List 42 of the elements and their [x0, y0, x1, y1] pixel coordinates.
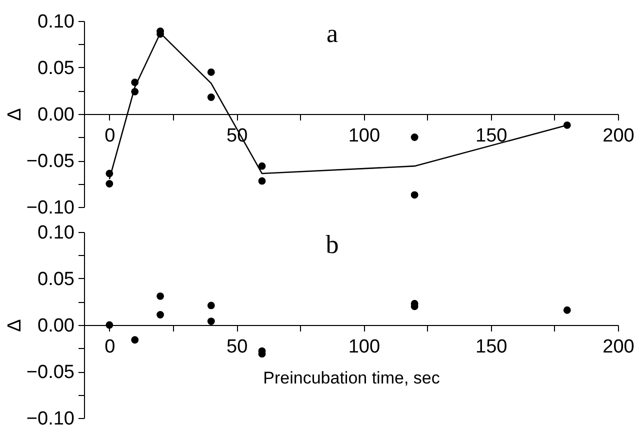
point: [258, 177, 266, 185]
y-tick-label: 0.10: [38, 222, 74, 244]
x-tick-label: 0: [104, 126, 116, 146]
point: [207, 302, 215, 310]
y-tick-label: 0.10: [38, 12, 74, 32]
chart-title: a: [326, 19, 339, 48]
y-tick-label: −0.05: [26, 362, 74, 383]
y-tick-label: 0.00: [38, 104, 74, 126]
point: [106, 180, 114, 188]
x-tick-label: 50: [226, 336, 248, 358]
y-tick-label: 0.00: [38, 316, 74, 336]
point: [156, 292, 164, 300]
x-tick-label: 100: [348, 336, 380, 358]
x-tick-label: 100: [348, 126, 380, 146]
point: [563, 121, 571, 129]
point: [156, 311, 164, 318]
x-axis-title: Preincubation time, sec: [263, 368, 440, 388]
point: [131, 88, 139, 96]
point: [207, 318, 215, 325]
y-tick-label: −0.05: [26, 151, 74, 172]
point: [106, 170, 114, 178]
point: [131, 78, 139, 86]
point: [258, 162, 266, 170]
point: [106, 321, 114, 329]
y-axis-title: Δ: [4, 318, 26, 332]
point: [131, 336, 139, 344]
x-tick-label: 0: [104, 336, 116, 358]
y-tick-label: 0.05: [38, 269, 74, 290]
y-tick-label: −0.10: [26, 198, 74, 218]
x-tick-label: 150: [476, 336, 508, 358]
point: [410, 191, 418, 199]
x-tick-label: 200: [602, 336, 634, 358]
point: [207, 94, 215, 101]
point: [207, 68, 215, 76]
x-tick-label: 200: [602, 126, 634, 146]
x-tick-label: 150: [476, 126, 508, 146]
y-tick-label: 0.05: [38, 58, 74, 79]
point: [410, 134, 418, 141]
point: [563, 306, 571, 314]
chart-title: b: [326, 230, 339, 259]
y-tick-label: −0.10: [26, 408, 74, 430]
y-axis-title: Δ: [4, 108, 26, 121]
